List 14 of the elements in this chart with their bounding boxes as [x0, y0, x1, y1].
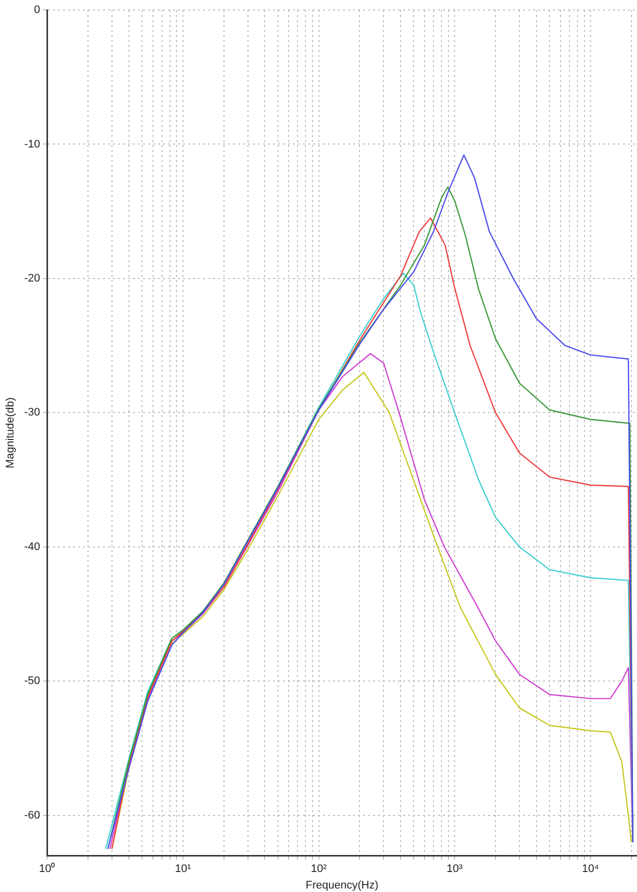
y-tick-label: -40 [24, 540, 40, 553]
y-tick-label: -60 [24, 809, 40, 822]
y-tick-label: -20 [24, 272, 40, 284]
y-tick-label: -50 [24, 675, 40, 688]
x-tick-label: 10⁴ [582, 863, 600, 876]
x-tick-label: 10¹ [174, 863, 192, 876]
y-tick-label: -10 [24, 138, 40, 150]
y-tick-label: 0 [34, 4, 40, 16]
y-tick-label: -30 [24, 406, 40, 419]
x-tick-label: 10² [310, 863, 328, 876]
y-axis-title: Magnitude(db) [4, 397, 17, 468]
x-tick-label: 10⁰ [38, 862, 56, 876]
x-axis-title: Frequency(Hz) [306, 879, 378, 892]
x-tick-label: 10³ [446, 863, 463, 876]
